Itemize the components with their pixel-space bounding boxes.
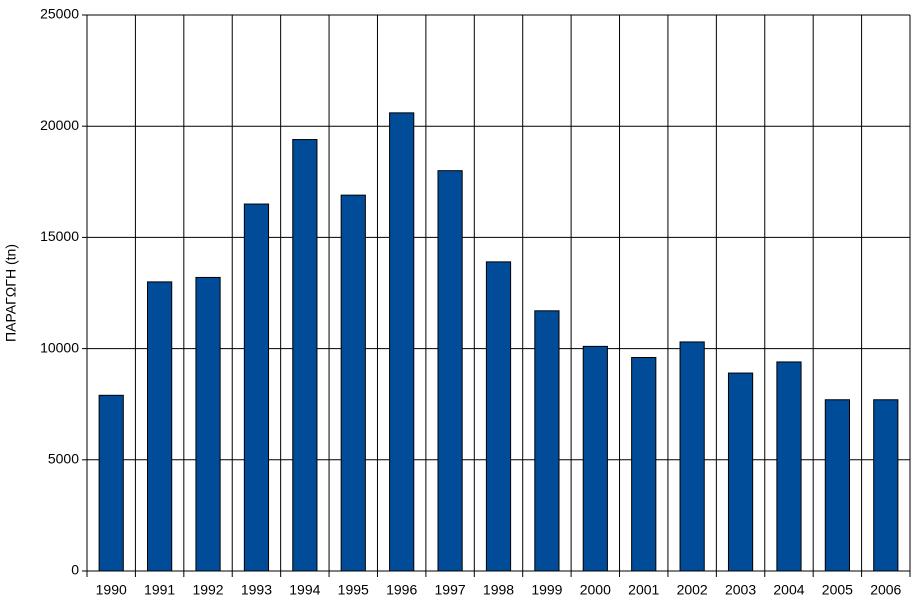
x-tick-label: 1998 (483, 582, 514, 598)
bar (727, 372, 754, 572)
x-tick-label: 1997 (435, 582, 466, 598)
x-tick-label: 1990 (96, 582, 127, 598)
y-tick-label: 10000 (40, 339, 79, 355)
x-tick-label: 2005 (822, 582, 853, 598)
x-tick-label: 2003 (725, 582, 756, 598)
x-tick-label: 1999 (531, 582, 562, 598)
bar (582, 345, 608, 572)
bar (389, 112, 415, 572)
x-tick-label: 1996 (386, 582, 417, 598)
y-axis-label: ΠΑΡΑΓΩΓΗ (tn) (3, 244, 19, 342)
bar (98, 394, 124, 572)
y-tick-label: 0 (71, 562, 79, 578)
bar (340, 194, 366, 572)
bar (631, 356, 657, 572)
bar (679, 341, 705, 572)
bar (243, 203, 270, 572)
x-tick-label: 2004 (773, 582, 804, 598)
bar (776, 361, 802, 572)
bar (292, 139, 318, 572)
x-tick-label: 1994 (289, 582, 320, 598)
x-tick-label: 1993 (241, 582, 272, 598)
y-tick-label: 25000 (40, 6, 79, 22)
x-tick-label: 2001 (628, 582, 659, 598)
bar (824, 399, 850, 572)
y-tick-label: 5000 (48, 451, 79, 467)
bar (195, 276, 221, 572)
bar (873, 399, 899, 572)
x-tick-label: 1991 (144, 582, 175, 598)
bar (147, 281, 173, 572)
bar (485, 261, 512, 572)
x-tick-label: 2002 (677, 582, 708, 598)
x-tick-label: 1995 (338, 582, 369, 598)
x-tick-label: 1992 (192, 582, 223, 598)
x-tick-label: 2006 (870, 582, 901, 598)
bar (534, 310, 560, 572)
bar (437, 170, 463, 572)
x-tick-label: 2000 (580, 582, 611, 598)
y-tick-label: 15000 (40, 228, 79, 244)
y-tick-label: 20000 (40, 117, 79, 133)
